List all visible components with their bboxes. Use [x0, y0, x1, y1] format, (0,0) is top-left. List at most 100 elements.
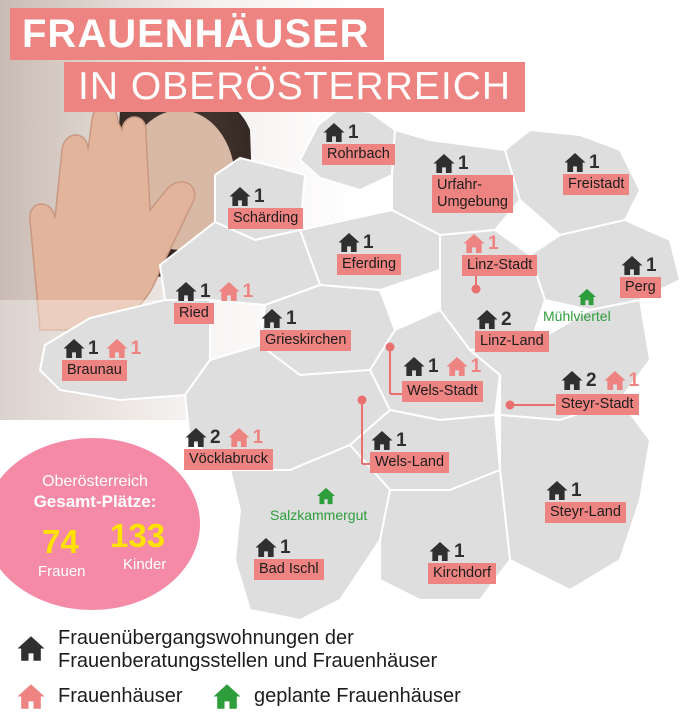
dark-house-icon — [17, 636, 45, 661]
dark-house-count: 1 — [200, 280, 211, 302]
district-name: Eferding — [342, 256, 397, 272]
house-counts: 1 — [370, 430, 407, 451]
district-name: Vöcklabruck — [189, 451, 268, 467]
dark-house-icon — [561, 370, 583, 391]
legend-dark-line2: Frauenberatungsstellen und Frauenhäuser — [58, 650, 438, 672]
dark-house-count: 1 — [454, 540, 465, 562]
kinder-label: Kinder — [123, 556, 167, 573]
district-name: Braunau — [67, 362, 122, 378]
house-counts: 1 — [432, 153, 469, 174]
district-label: Freistadt — [563, 174, 630, 195]
dark-house-count: 1 — [589, 151, 600, 173]
badge-line2: Gesamt-Plätze: — [33, 492, 157, 511]
dark-house-count: 2 — [586, 369, 597, 391]
district-name: Perg — [625, 279, 656, 295]
house-counts: 1 — [462, 233, 499, 254]
pink-house-icon — [218, 281, 240, 302]
district-label: Rohrbach — [322, 144, 395, 165]
dark-house-icon — [546, 480, 568, 501]
pink-house-count: 1 — [488, 232, 499, 254]
legend-pink-label: Frauenhäuser — [58, 685, 183, 707]
dark-house-count: 1 — [396, 429, 407, 451]
pink-house-count: 1 — [470, 355, 482, 377]
district-label: Vöcklabruck — [184, 449, 273, 470]
district-name: Linz-Land — [480, 333, 544, 349]
district-name: Steyr-Land — [550, 504, 621, 520]
planned-label-salzkammergut: Salzkammergut — [270, 507, 368, 523]
dark-house-icon — [323, 122, 345, 143]
badge-line1: Oberösterreich — [42, 473, 148, 490]
pink-house-icon — [228, 427, 250, 448]
district-label: Ried — [174, 303, 214, 324]
district-name: Wels-Land — [375, 454, 445, 470]
kinder-count: 133 — [110, 517, 166, 554]
district-label: Schärding — [228, 208, 304, 229]
district-label: Wels-Stadt — [402, 381, 483, 402]
dark-house-icon — [338, 232, 360, 253]
district-name-line2: Umgebung — [437, 194, 508, 210]
dark-house-icon — [433, 153, 455, 174]
district-name: Schärding — [233, 210, 299, 226]
legend-dark-line1: Frauenübergangswohnungen der — [58, 627, 354, 649]
dark-house-count: 1 — [458, 152, 469, 174]
district-name: Bad Ischl — [259, 561, 319, 577]
district-name: Urfahr- — [437, 177, 483, 193]
house-counts: 1 — [337, 232, 374, 253]
district-label: Kirchdorf — [428, 563, 497, 584]
house-counts: 1 — [563, 152, 600, 173]
house-counts: 1 — [260, 308, 297, 329]
dark-house-count: 1 — [571, 479, 582, 501]
district-label: Eferding — [337, 254, 402, 275]
planned-label-muehlviertel: Mühlviertel — [543, 308, 611, 324]
house-counts: 2 — [475, 309, 512, 330]
dark-house-icon — [476, 309, 498, 330]
house-counts: 1 — [620, 255, 657, 276]
dark-house-icon — [255, 537, 277, 558]
dark-house-count: 1 — [363, 231, 374, 253]
district-name: Rohrbach — [327, 146, 390, 162]
green-house-icon — [213, 684, 241, 709]
district-label: Bad Ischl — [254, 559, 324, 580]
dark-house-count: 1 — [646, 254, 657, 276]
dark-house-icon — [564, 152, 586, 173]
pink-house-icon — [463, 233, 485, 254]
page-subtitle: IN OBERÖSTERREICH — [64, 62, 526, 112]
house-counts: 1 — [228, 186, 265, 207]
district-name: Grieskirchen — [265, 332, 347, 348]
district-name: Steyr-Stadt — [561, 396, 634, 412]
district-label: Braunau — [62, 360, 127, 381]
pink-house-icon — [17, 684, 45, 709]
legend-green-label: geplante Frauenhäuser — [254, 685, 461, 707]
house-counts: 1 — [428, 541, 465, 562]
district-name: Freistadt — [568, 176, 625, 192]
dark-house-count: 1 — [286, 307, 297, 329]
pink-house-icon — [446, 356, 468, 377]
district-name: Kirchdorf — [433, 565, 492, 581]
frauen-label: Frauen — [38, 563, 86, 580]
dark-house-icon — [621, 255, 643, 276]
green-house-icon — [317, 487, 335, 505]
page-title: FRAUENHÄUSER — [10, 8, 384, 60]
green-house-icon — [578, 288, 596, 306]
dark-house-icon — [429, 541, 451, 562]
totals-badge — [0, 438, 200, 610]
district-label: Steyr-Land — [545, 502, 626, 523]
dark-house-icon — [175, 281, 197, 302]
dark-house-count: 1 — [254, 185, 265, 207]
legend-green: geplante Frauenhäuser — [212, 683, 461, 710]
dark-house-count: 1 — [280, 536, 291, 558]
pink-house-icon — [604, 370, 626, 391]
district-label: Grieskirchen — [260, 330, 352, 351]
district-name: Wels-Stadt — [407, 383, 478, 399]
dark-house-icon — [261, 308, 283, 329]
district-label: Linz-Land — [475, 331, 549, 352]
dark-house-count: 1 — [88, 337, 99, 359]
house-counts: 1 — [322, 122, 359, 143]
dark-house-icon — [403, 356, 425, 377]
district-name: Linz-Stadt — [467, 257, 533, 273]
dark-house-icon — [185, 427, 207, 448]
